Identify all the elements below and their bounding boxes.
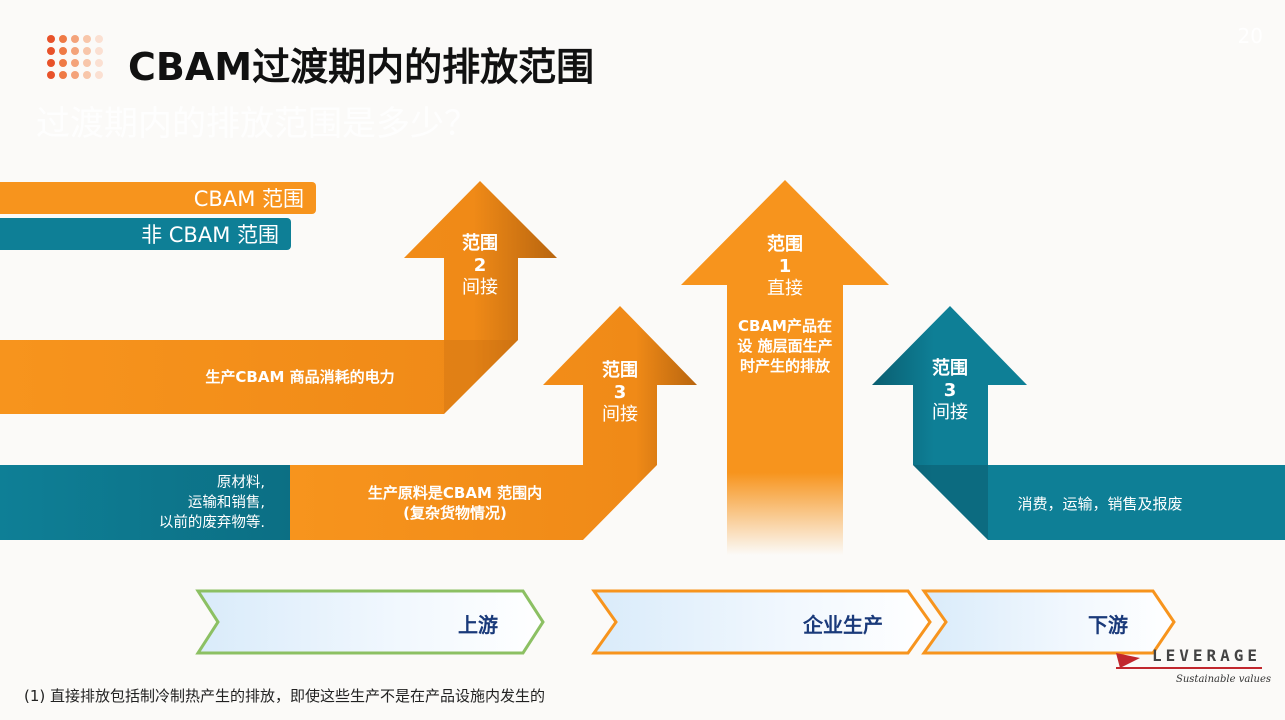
legend-non-cbam-scope: 非 CBAM 范围 xyxy=(0,218,291,250)
scope1-label: 范围 1 直接 xyxy=(725,234,845,300)
scope1-name: 范围 xyxy=(767,234,803,255)
scope3-downstream-name: 范围 xyxy=(932,358,968,379)
legend-non-cbam-label: 非 CBAM 范围 xyxy=(141,223,279,247)
scope3-upstream-arrow xyxy=(290,306,697,540)
page-title: CBAM过渡期内的排放范围 xyxy=(128,45,595,89)
footnote: (1) 直接排放包括制冷制热产生的排放，即使这些生产不是在产品设施内发生的 xyxy=(24,687,546,705)
downstream-chevron xyxy=(921,589,1176,655)
scope3-upstream-name: 范围 xyxy=(602,360,638,381)
scope2-name: 范围 xyxy=(462,233,498,254)
scope1-type: 直接 xyxy=(767,278,803,299)
logo-tagline: Sustainable values xyxy=(1176,674,1271,685)
logo-name: LEVERAGE xyxy=(1152,646,1262,665)
legend-cbam-scope: CBAM 范围 xyxy=(0,182,316,214)
scope2-type: 间接 xyxy=(462,277,498,298)
scope3-downstream-arrow xyxy=(872,306,1285,540)
precursor-label: 生产原料是CBAM 范围内 (复杂货物情况) xyxy=(367,484,543,522)
downstream-activities-label: 消费，运输，销售及报废 xyxy=(1017,495,1183,513)
scope2-bar-shade xyxy=(444,340,518,414)
stage-production: 企业生产 xyxy=(803,613,883,637)
scope3-upstream-label: 范围 3 间接 xyxy=(560,360,680,426)
scope2-number: 2 xyxy=(473,255,487,276)
production-chevron xyxy=(591,589,932,655)
scope3-upstream-number: 3 xyxy=(613,382,627,403)
scope2-flow-arrow xyxy=(0,181,557,414)
scope3-downstream-shade xyxy=(913,465,988,540)
page-number: 20 xyxy=(1237,24,1263,48)
raw-materials-label: 原材料, 运输和销售, 以前的废弃物等. xyxy=(158,475,265,531)
direct-emission-label: CBAM产品在 设 施层面生产 时产生的排放 xyxy=(737,317,833,375)
scope3-downstream-label: 范围 3 间接 xyxy=(890,358,1010,424)
scope3-upstream-type: 间接 xyxy=(602,404,638,425)
leverage-logo-icon xyxy=(1116,653,1140,668)
electricity-label: 生产CBAM 商品消耗的电力 xyxy=(205,368,395,386)
scope3-downstream-type: 间接 xyxy=(932,402,968,423)
stage-downstream: 下游 xyxy=(1088,613,1128,637)
stage-upstream: 上游 xyxy=(458,613,498,637)
scope3-downstream-number: 3 xyxy=(943,380,957,401)
upstream-chevron xyxy=(195,589,545,655)
raw-material-bar xyxy=(0,465,292,540)
page-subtitle: 过渡期内的排放范围是多少？ xyxy=(36,104,478,144)
scope1-number: 1 xyxy=(778,256,792,277)
legend-cbam-label: CBAM 范围 xyxy=(193,187,304,211)
scope2-label: 范围 2 间接 xyxy=(420,233,540,299)
scope1-direct-arrow xyxy=(681,180,889,555)
title-dots-icon xyxy=(47,35,103,79)
